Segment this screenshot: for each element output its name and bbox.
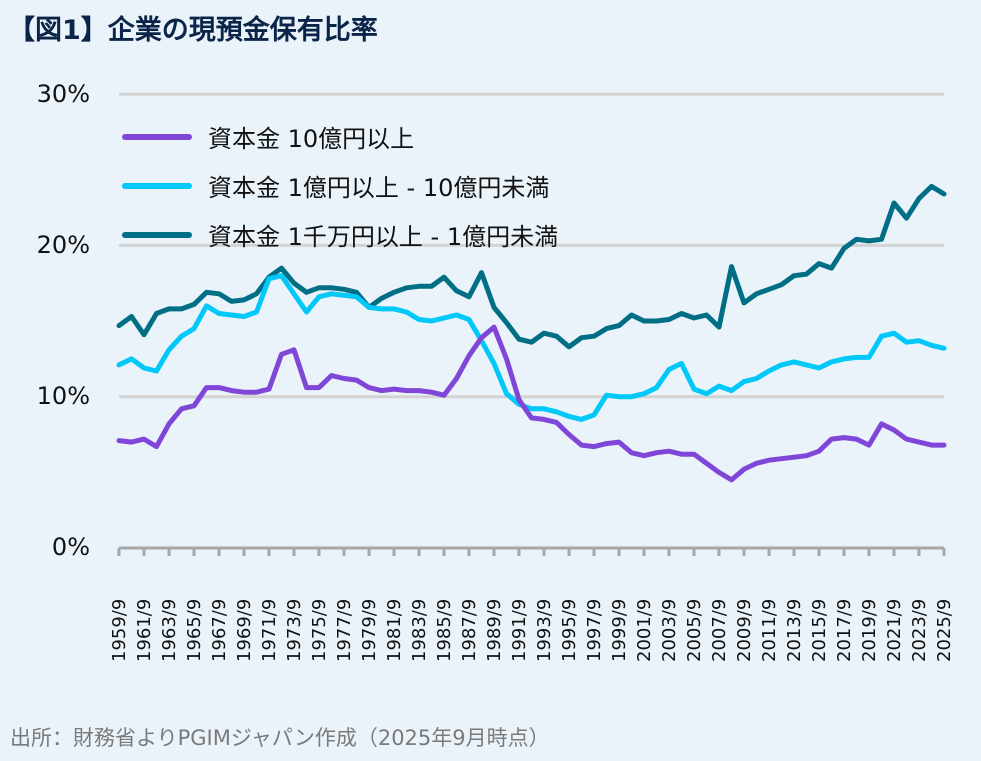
y-tick-label: 10% [36,382,90,410]
x-tick-label: 1969/9 [234,598,255,662]
legend-label: 資本金 1億円以上 - 10億円未満 [208,174,550,202]
legend-swatch-icon [122,133,192,140]
x-tick-label: 1975/9 [309,598,330,662]
x-tick-label: 1963/9 [159,598,180,662]
x-tick-label: 2021/9 [884,598,905,662]
x-tick-label: 2003/9 [659,598,680,662]
x-tick-label: 2025/9 [934,598,955,662]
source-note: 出所：財務省よりPGIMジャパン作成（2025年9月時点） [10,726,550,750]
y-tick-label: 30% [36,80,90,108]
legend-label: 資本金 10億円以上 [208,125,415,153]
x-tick-label: 1985/9 [434,598,455,662]
x-tick-label: 2001/9 [634,598,655,662]
x-tick-label: 1967/9 [209,598,230,662]
x-axis [117,546,946,556]
legend-item-small: 資本金 1千万円以上 - 1億円未満 [122,210,558,259]
gridlines [119,92,944,399]
x-tick-label: 1999/9 [609,598,630,662]
x-tick-label: 1965/9 [184,598,205,662]
x-tick-label: 2017/9 [834,598,855,662]
series-lines [116,183,947,483]
x-tick-label: 1991/9 [509,598,530,662]
y-tick-label: 20% [36,231,90,259]
x-tick-label: 1997/9 [584,598,605,662]
x-tick-label: 1973/9 [284,598,305,662]
y-tick-label: 0% [51,533,90,561]
legend-swatch-icon [122,182,192,189]
x-tick-label: 2009/9 [734,598,755,662]
x-tick-label: 1979/9 [359,598,380,662]
x-tick-label: 1959/9 [109,598,130,662]
legend: 資本金 10億円以上 資本金 1億円以上 - 10億円未満 資本金 1千万円以上… [122,112,558,259]
x-tick-label: 1983/9 [409,598,430,662]
x-tick-label: 1981/9 [384,598,405,662]
x-tick-label: 2015/9 [809,598,830,662]
x-tick-label: 1995/9 [559,598,580,662]
x-tick-label: 1989/9 [484,598,505,662]
x-tick-label: 1971/9 [259,598,280,662]
legend-item-large: 資本金 10億円以上 [122,112,558,161]
x-tick-label: 2023/9 [909,598,930,662]
x-tick-label: 2005/9 [684,598,705,662]
chart-title: 【図1】企業の現預金保有比率 [8,15,378,46]
x-tick-label: 2013/9 [784,598,805,662]
x-tick-label: 2019/9 [859,598,880,662]
x-tick-label: 2011/9 [759,598,780,662]
x-tick-label: 1977/9 [334,598,355,662]
legend-item-mid: 資本金 1億円以上 - 10億円未満 [122,161,558,210]
x-tick-label: 1987/9 [459,598,480,662]
legend-swatch-icon [122,231,192,238]
legend-label: 資本金 1千万円以上 - 1億円未満 [208,223,559,251]
x-tick-label: 1961/9 [134,598,155,662]
x-tick-label: 1993/9 [534,598,555,662]
x-tick-label: 2007/9 [709,598,730,662]
